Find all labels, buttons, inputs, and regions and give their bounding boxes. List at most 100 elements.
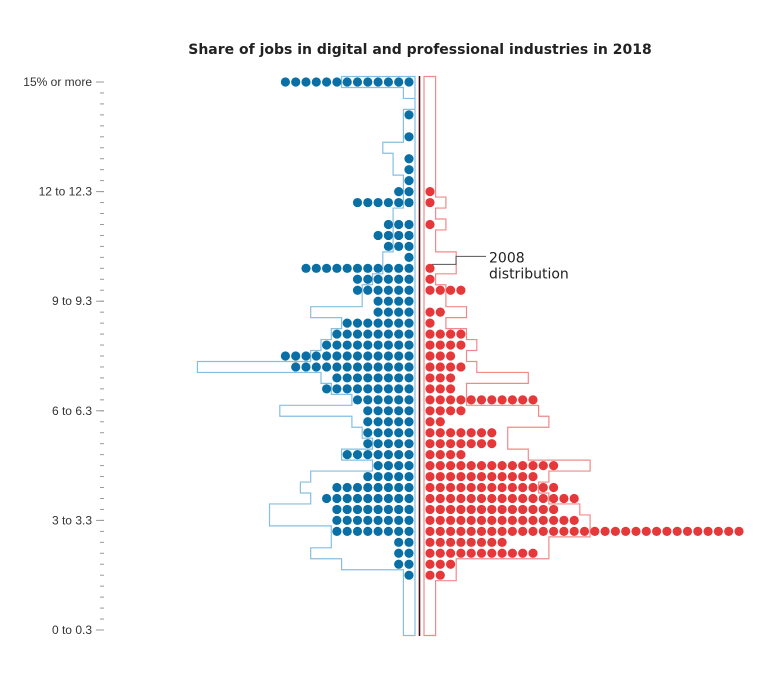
dot-right <box>456 439 466 449</box>
dot-left <box>311 77 321 87</box>
dot-right <box>507 504 517 515</box>
dot-right <box>435 428 445 438</box>
dot-left <box>404 493 414 504</box>
dot-left <box>404 263 414 273</box>
dot-left <box>363 482 373 493</box>
dot-right <box>435 461 445 471</box>
dot-right <box>456 450 466 460</box>
dot-right <box>435 504 445 515</box>
dot-right <box>435 395 445 405</box>
dot-left <box>383 450 393 460</box>
dot-left <box>352 340 363 350</box>
chart-title: Share of jobs in digital and professiona… <box>188 42 652 58</box>
dot-right <box>487 526 497 536</box>
y-tick-label: 3 to 3.3 <box>52 513 92 527</box>
dot-left <box>404 296 414 306</box>
dot-left <box>394 450 404 460</box>
dot-right <box>528 395 538 405</box>
dot-right <box>476 537 487 547</box>
dot-left <box>394 362 404 372</box>
dot-right <box>446 526 456 536</box>
dot-right <box>487 428 497 438</box>
dot-right <box>456 461 466 471</box>
dot-left <box>394 493 404 504</box>
dot-right <box>446 504 456 515</box>
dot-right <box>518 482 528 493</box>
dot-left <box>394 318 404 328</box>
dot-right <box>435 548 445 558</box>
dot-left <box>383 504 393 515</box>
dot-right <box>528 461 538 471</box>
dot-left <box>383 197 393 208</box>
dot-right <box>507 471 517 482</box>
dot-right <box>425 187 435 197</box>
dot-right <box>446 559 456 569</box>
dot-left <box>404 165 414 175</box>
dot-left <box>383 340 393 350</box>
dot-left <box>352 515 363 526</box>
dot-left <box>342 515 352 526</box>
dot-left <box>342 263 352 273</box>
dot-right <box>425 197 435 208</box>
dot-right <box>425 526 435 536</box>
dot-left <box>332 263 342 273</box>
dot-right <box>497 515 507 526</box>
dot-left <box>383 526 393 536</box>
dot-left <box>394 428 404 438</box>
dot-right <box>466 537 476 547</box>
dot-left <box>404 187 414 197</box>
dot-left <box>383 493 393 504</box>
dot-left <box>383 329 393 339</box>
dot-right <box>507 461 517 471</box>
dot-right <box>456 515 466 526</box>
dot-left <box>291 362 301 372</box>
dot-right <box>456 285 466 295</box>
y-tick-label: 9 to 9.3 <box>52 294 92 308</box>
dot-right <box>497 461 507 471</box>
dot-right <box>425 219 435 230</box>
dot-right <box>569 526 579 536</box>
annotation-label: distribution <box>489 266 569 282</box>
dot-left <box>363 515 373 526</box>
dot-right <box>435 351 445 361</box>
dot-right <box>425 340 435 350</box>
dot-right <box>425 428 435 438</box>
dot-right <box>466 471 476 482</box>
dot-left <box>342 504 352 515</box>
dot-left <box>373 318 383 328</box>
dot-right <box>425 274 435 284</box>
dot-right <box>446 548 456 558</box>
dot-right <box>425 395 435 405</box>
dot-left <box>363 439 373 449</box>
dot-right <box>487 537 497 547</box>
dot-left <box>404 537 414 547</box>
dot-right <box>497 504 507 515</box>
dot-right <box>549 515 559 526</box>
dot-left <box>332 77 342 87</box>
dot-right <box>446 340 456 350</box>
dot-left <box>394 373 404 383</box>
dot-left <box>404 230 414 241</box>
dot-right <box>538 504 548 515</box>
dot-left <box>363 493 373 504</box>
dot-right <box>456 526 466 536</box>
dot-right <box>497 482 507 493</box>
dot-right <box>518 504 528 515</box>
dot-left <box>373 406 383 416</box>
dot-left <box>404 176 414 186</box>
dot-right <box>425 384 435 394</box>
dot-left <box>404 417 414 427</box>
dot-left <box>394 307 404 317</box>
dot-right <box>518 526 528 536</box>
dot-left <box>383 318 393 328</box>
dot-left <box>394 340 404 350</box>
dot-left <box>373 493 383 504</box>
dot-right <box>518 493 528 504</box>
dot-right <box>425 285 435 295</box>
y-axis: 15% or more 12 to 12.3 9 to 9.3 6 to 6.3 3 t… <box>23 75 104 637</box>
dot-right <box>672 526 682 536</box>
dot-left <box>363 197 373 208</box>
dot-left <box>394 274 404 284</box>
dot-right <box>476 439 487 449</box>
